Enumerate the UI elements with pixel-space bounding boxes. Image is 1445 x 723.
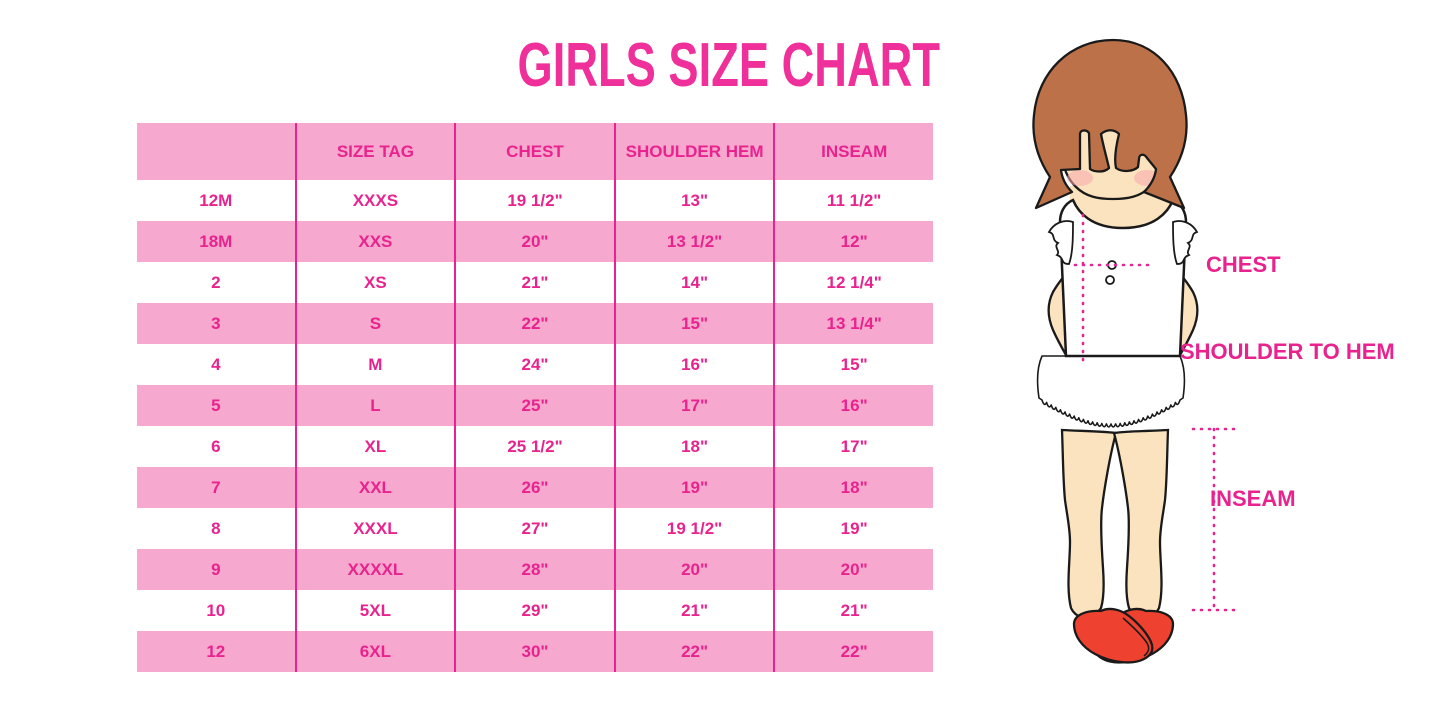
- svg-text:INSEAM: INSEAM: [1210, 486, 1296, 511]
- svg-text:SHOULDER TO HEM: SHOULDER TO HEM: [1180, 339, 1395, 364]
- svg-text:CHEST: CHEST: [1206, 252, 1281, 277]
